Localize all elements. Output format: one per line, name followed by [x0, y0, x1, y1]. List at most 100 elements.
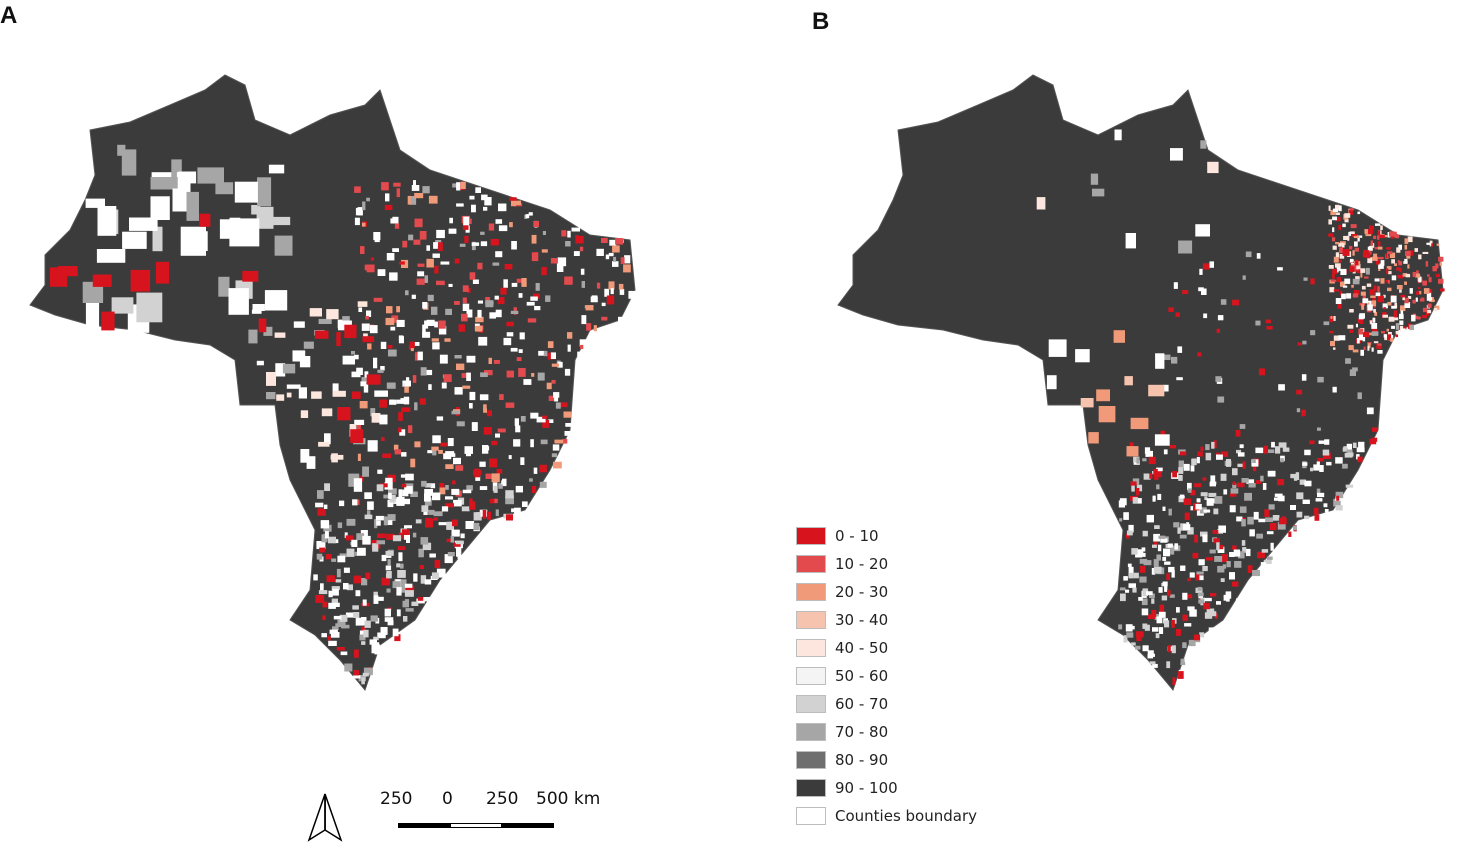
county-patch — [479, 394, 489, 401]
county-patch — [1152, 544, 1157, 548]
county-patch — [1164, 583, 1168, 592]
county-patch — [1380, 225, 1383, 230]
county-patch — [1187, 482, 1192, 491]
county-patch — [1387, 287, 1392, 292]
county-patch — [1353, 264, 1359, 271]
county-patch — [369, 325, 378, 334]
county-patch — [1426, 292, 1432, 298]
county-patch — [394, 449, 401, 455]
legend-label: 10 - 20 — [835, 555, 889, 573]
county-patch — [1373, 341, 1379, 344]
county-patch — [1433, 308, 1438, 312]
county-patch — [1399, 313, 1404, 320]
county-patch — [518, 368, 526, 377]
county-patch — [1123, 635, 1128, 643]
county-patch — [1168, 566, 1175, 573]
county-patch — [274, 332, 286, 338]
county-patch — [344, 324, 357, 339]
county-patch — [257, 177, 272, 207]
county-patch — [406, 377, 410, 381]
county-patch — [1374, 247, 1379, 250]
county-patch — [1217, 565, 1225, 573]
county-patch — [1352, 278, 1360, 285]
county-patch — [428, 384, 432, 390]
county-patch — [1179, 534, 1187, 539]
county-patch — [1158, 627, 1164, 634]
county-patch — [1415, 297, 1418, 302]
county-patch — [398, 412, 403, 421]
county-patch — [1407, 236, 1413, 243]
county-patch — [1278, 442, 1287, 448]
county-patch — [537, 372, 545, 381]
county-patch — [1416, 316, 1421, 320]
county-patch — [410, 458, 416, 468]
county-patch — [339, 614, 348, 622]
county-patch — [1207, 161, 1219, 174]
county-patch — [509, 222, 513, 228]
county-patch — [575, 235, 584, 244]
county-patch — [384, 482, 393, 490]
county-patch — [1390, 295, 1397, 303]
county-patch — [1302, 462, 1308, 466]
county-patch — [1200, 140, 1207, 149]
county-patch — [1147, 654, 1154, 659]
county-patch — [354, 217, 360, 226]
county-patch — [492, 262, 500, 266]
county-patch — [1152, 495, 1156, 501]
county-patch — [343, 583, 349, 590]
county-patch — [494, 295, 499, 300]
county-patch — [1375, 292, 1381, 297]
county-patch — [1428, 277, 1432, 283]
county-patch — [485, 300, 494, 308]
county-patch — [381, 182, 389, 191]
county-patch — [545, 295, 551, 302]
county-patch — [1218, 525, 1226, 533]
county-patch — [1167, 543, 1173, 548]
county-patch — [1354, 241, 1358, 247]
county-patch — [1131, 548, 1138, 555]
county-patch — [1369, 289, 1375, 295]
county-patch — [355, 590, 361, 597]
county-patch — [454, 355, 462, 359]
county-patch — [562, 438, 568, 444]
county-patch — [1197, 451, 1203, 457]
county-patch — [480, 372, 488, 377]
county-patch — [1362, 337, 1366, 342]
county-patch — [550, 352, 556, 359]
county-patch — [407, 195, 411, 205]
county-patch — [1206, 498, 1214, 506]
county-patch — [1269, 523, 1277, 531]
county-patch — [258, 318, 267, 333]
county-patch — [456, 421, 465, 427]
legend-swatch — [796, 807, 826, 825]
county-patch — [1332, 208, 1339, 212]
county-patch — [369, 639, 377, 645]
county-patch — [303, 341, 314, 349]
county-patch — [1324, 509, 1329, 513]
county-patch — [1400, 294, 1406, 298]
county-patch — [408, 234, 414, 241]
county-patch — [1323, 452, 1331, 459]
county-patch — [355, 617, 365, 626]
county-patch — [1373, 308, 1376, 313]
county-patch — [500, 287, 507, 295]
county-patch — [387, 559, 391, 566]
county-patch — [551, 453, 557, 458]
county-patch — [251, 205, 261, 215]
county-patch — [596, 282, 601, 289]
county-patch — [1401, 326, 1407, 330]
county-patch — [1152, 627, 1159, 632]
county-patch — [256, 360, 264, 366]
county-patch — [553, 392, 560, 398]
county-patch — [356, 424, 361, 432]
county-patch — [469, 391, 476, 401]
county-patch — [353, 575, 362, 584]
county-patch — [520, 416, 526, 422]
county-patch — [1322, 449, 1330, 456]
county-patch — [352, 605, 359, 610]
county-patch — [336, 332, 341, 346]
county-patch — [1418, 287, 1421, 290]
county-patch — [234, 181, 258, 203]
county-patch — [190, 231, 208, 251]
county-patch — [1335, 216, 1341, 222]
